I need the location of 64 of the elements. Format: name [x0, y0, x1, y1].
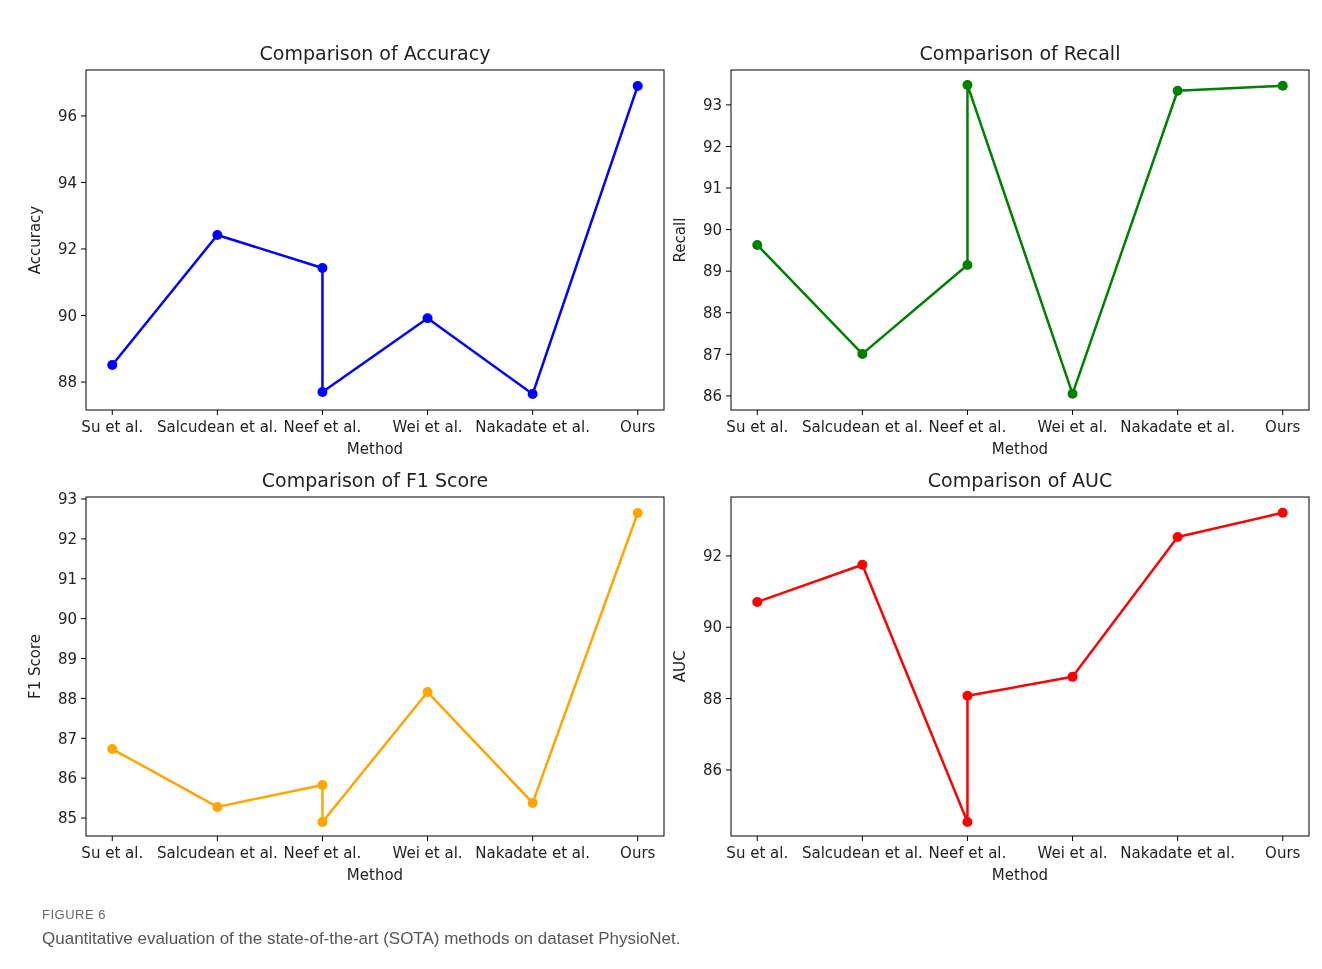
- y-tick-label: 88: [57, 689, 77, 708]
- x-tick-label: Wei et al.: [392, 844, 463, 862]
- chart-title: Comparison of AUC: [927, 469, 1113, 491]
- y-tick-label: 91: [702, 179, 722, 198]
- y-tick-label: 92: [57, 240, 77, 259]
- y-tick-label: 90: [57, 306, 77, 325]
- y-tick-label: 87: [702, 345, 722, 364]
- x-tick-label: Ours: [1265, 844, 1301, 862]
- x-tick-label: Nakadate et al.: [1120, 418, 1235, 436]
- x-tick-label: Nakadate et al.: [475, 844, 590, 862]
- x-tick-label: Ours: [1265, 418, 1301, 436]
- y-axis-title: F1 Score: [26, 634, 44, 699]
- x-tick-label: Nakadate et al.: [1120, 844, 1235, 862]
- y-tick-label: 89: [702, 262, 722, 281]
- x-tick-label: Nakadate et al.: [475, 418, 590, 436]
- y-tick-label: 92: [57, 530, 77, 549]
- x-tick-label: Wei et al.: [1037, 844, 1108, 862]
- x-tick-label: Salcudean et al.: [156, 418, 278, 436]
- chart-title: Comparison of Accuracy: [259, 42, 491, 64]
- x-tick-label: Su et al.: [726, 844, 789, 862]
- x-tick-label: Neef et al.: [283, 418, 362, 436]
- chart-title: Comparison of Recall: [919, 42, 1121, 64]
- y-tick-label: 85: [57, 809, 77, 828]
- y-axis-title: AUC: [671, 650, 689, 683]
- y-tick-label: 92: [702, 137, 722, 156]
- y-tick-label: 87: [57, 729, 77, 748]
- y-axis-title: Recall: [671, 217, 689, 263]
- caption: FIGURE 6: [42, 907, 106, 922]
- x-tick-label: Su et al.: [726, 418, 789, 436]
- y-tick-label: 91: [57, 570, 77, 589]
- x-tick-label: Neef et al.: [928, 844, 1007, 862]
- x-tick-label: Salcudean et al.: [801, 844, 923, 862]
- x-tick-label: Su et al.: [81, 418, 144, 436]
- y-tick-label: 90: [702, 220, 722, 239]
- y-tick-label: 88: [57, 373, 77, 392]
- y-tick-label: 96: [57, 107, 77, 126]
- y-tick-label: 90: [57, 609, 77, 628]
- y-tick-label: 86: [57, 769, 77, 788]
- x-tick-label: Wei et al.: [1037, 418, 1108, 436]
- y-tick-label: 86: [702, 761, 722, 780]
- y-tick-label: 89: [57, 649, 77, 668]
- x-tick-label: Neef et al.: [283, 844, 362, 862]
- x-tick-label: Wei et al.: [392, 418, 463, 436]
- x-tick-label: Su et al.: [81, 844, 144, 862]
- x-tick-label: Salcudean et al.: [156, 844, 278, 862]
- x-tick-label: Ours: [620, 418, 656, 436]
- y-axis-title: Accuracy: [26, 205, 44, 275]
- x-axis-title: Method: [991, 440, 1049, 458]
- x-tick-label: Ours: [620, 844, 656, 862]
- y-tick-label: 93: [57, 490, 77, 509]
- y-tick-label: 94: [57, 173, 77, 192]
- y-tick-label: 88: [702, 303, 722, 322]
- y-tick-label: 88: [702, 689, 722, 708]
- y-tick-label: 90: [702, 618, 722, 637]
- x-axis-title: Method: [991, 866, 1049, 884]
- x-tick-label: Salcudean et al.: [801, 418, 923, 436]
- y-tick-label: 93: [702, 96, 722, 115]
- x-axis-title: Method: [346, 866, 404, 884]
- x-tick-label: Neef et al.: [928, 418, 1007, 436]
- y-tick-label: 92: [702, 547, 722, 566]
- y-tick-label: 86: [702, 387, 722, 406]
- x-axis-title: Method: [346, 440, 404, 458]
- text: Quantitative evaluation of the state-of-the-art (SOTA) methods on dataset PhysioNet.: [42, 929, 681, 948]
- chart-title: Comparison of F1 Score: [261, 469, 489, 491]
